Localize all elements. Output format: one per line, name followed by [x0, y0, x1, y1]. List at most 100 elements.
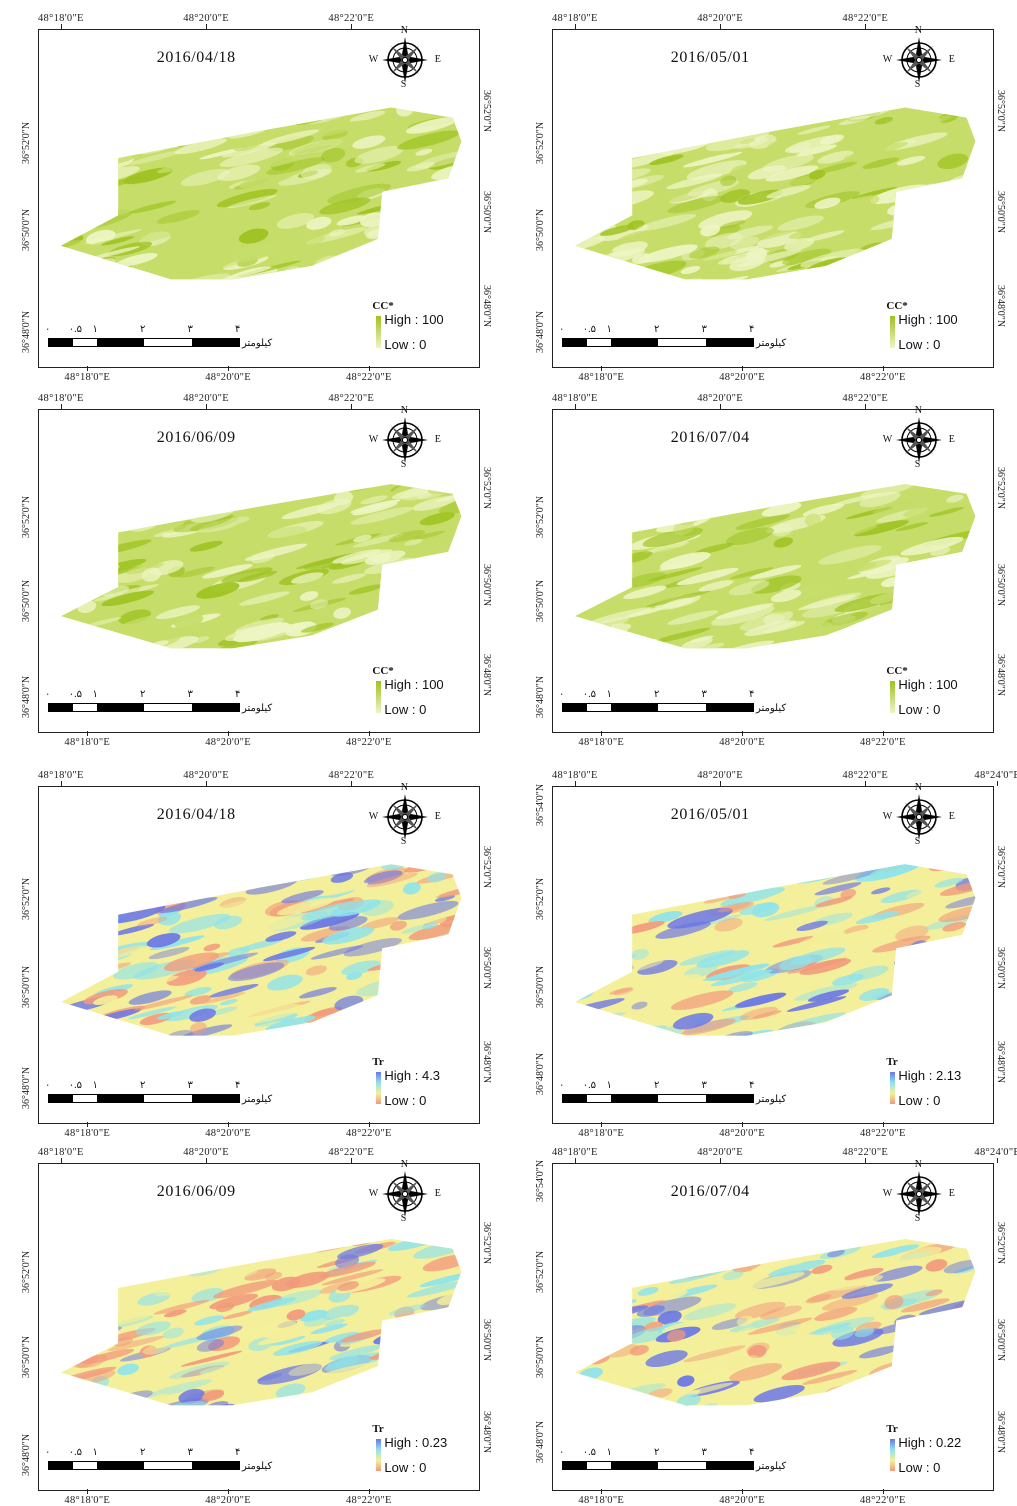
bottom-longitude-tick: 48°20'0"E	[719, 366, 765, 383]
bottom-longitude-tick: 48°22'0"E	[346, 731, 392, 748]
compass-east-label: E	[434, 1188, 441, 1199]
bottom-longitude-tick: 48°22'0"E	[346, 1122, 392, 1139]
legend-low-label: Low : 0	[898, 1093, 941, 1108]
scale-segment	[144, 1095, 192, 1102]
scale-label: ۱	[92, 1080, 98, 1091]
scale-label: ۰.۵	[582, 689, 596, 700]
scale-label: ۴	[749, 1080, 755, 1091]
scale-segment	[191, 339, 239, 346]
scale-bar-segments	[48, 1461, 240, 1470]
legend-color-ramp	[890, 316, 896, 348]
scale-label: ۱	[606, 689, 612, 700]
left-latitude-tick: 36°48'0"N	[21, 1066, 32, 1109]
top-longitude-tick: 48°18'0"E	[552, 1147, 598, 1163]
top-longitude-tick: 48°22'0"E	[328, 393, 375, 409]
scale-segment	[658, 1462, 706, 1469]
scale-segment	[144, 1462, 192, 1469]
top-longitude-tick: 48°20'0"E	[183, 13, 229, 29]
scale-bar: ۰ ۰.۵ ۱ ۲ ۳ ۴ کیلومتر	[45, 1447, 288, 1481]
scale-label: ۰	[45, 689, 51, 700]
bottom-longitude-tick: 48°20'0"E	[205, 366, 251, 383]
legend-color-ramp	[890, 681, 896, 713]
map-date-title: 2016/07/04	[670, 429, 750, 446]
scale-segment	[563, 339, 587, 346]
compass-west-label: W	[882, 811, 893, 822]
scale-segment	[658, 339, 706, 346]
left-latitude-tick: 36°52'0"N	[535, 878, 546, 921]
scale-label: ۳	[187, 689, 193, 700]
scale-label: ۳	[187, 1447, 193, 1458]
scale-label: ۰	[559, 1080, 565, 1091]
right-latitude-tick: 36°48'0"N	[481, 285, 492, 328]
right-latitude-tick: 36°48'0"N	[481, 1041, 492, 1084]
study-area-map	[575, 864, 976, 1036]
left-latitude-tick: 36°48'0"N	[535, 1420, 546, 1463]
left-latitude-tick: 36°50'0"N	[535, 209, 546, 252]
legend-title: Tr	[886, 1056, 898, 1068]
legend-title: CC*	[372, 300, 394, 312]
scale-segment	[610, 339, 658, 346]
scale-bar-labels: ۰ ۰.۵ ۱ ۲ ۳ ۴	[45, 1080, 240, 1092]
bottom-longitude-tick: 48°18'0"E	[64, 1122, 111, 1139]
map-legend: CC* High : 100 Low : 0	[886, 665, 996, 721]
top-longitude-tick: 48°20'0"E	[183, 770, 229, 786]
compass-west-label: W	[368, 434, 379, 445]
legend-high-label: High : 0.22	[898, 1435, 962, 1450]
scale-label: ۰	[45, 324, 51, 335]
top-longitude-tick: 48°20'0"E	[183, 393, 229, 409]
legend-title: CC*	[886, 665, 908, 677]
legend-high-label: High : 4.3	[384, 1068, 441, 1083]
legend-high-label: High : 100	[898, 677, 958, 692]
top-longitude-tick: 48°18'0"E	[552, 393, 598, 409]
scale-bar-segments	[48, 703, 240, 712]
scale-segment	[705, 339, 753, 346]
top-longitude-tick: 48°18'0"E	[38, 13, 84, 29]
legend-color-ramp	[890, 1439, 896, 1471]
scale-bar-labels: ۰ ۰.۵ ۱ ۲ ۳ ۴	[45, 689, 240, 701]
compass-west-label: W	[882, 434, 893, 445]
right-latitude-tick: 36°50'0"N	[995, 947, 1006, 990]
scale-label: ۴	[749, 324, 755, 335]
compass-south-label: S	[914, 459, 921, 470]
bottom-longitude-tick: 48°18'0"E	[64, 731, 111, 748]
scale-segment	[563, 1462, 587, 1469]
compass-north-label: N	[400, 782, 409, 793]
top-longitude-tick: 48°20'0"E	[183, 1147, 229, 1163]
scale-bar-labels: ۰ ۰.۵ ۱ ۲ ۳ ۴	[559, 324, 755, 336]
compass-south-label: S	[400, 836, 407, 847]
bottom-longitude-tick: 48°20'0"E	[205, 1489, 251, 1506]
legend-low-label: Low : 0	[898, 337, 941, 352]
left-latitude-tick: 36°52'0"N	[535, 121, 546, 164]
left-latitude-tick: 36°48'0"N	[21, 676, 32, 719]
left-latitude-tick: 36°48'0"N	[535, 310, 546, 353]
scale-label: ۰	[559, 1447, 565, 1458]
compass-west-label: W	[368, 811, 379, 822]
top-longitude-tick: 48°22'0"E	[328, 770, 375, 786]
study-area-map	[61, 107, 462, 280]
right-latitude-tick: 36°50'0"N	[995, 190, 1006, 233]
left-latitude-tick: 36°50'0"N	[21, 579, 32, 622]
scale-segment	[610, 1462, 658, 1469]
scale-label: ۴	[749, 1447, 755, 1458]
scale-segment	[72, 704, 97, 711]
left-latitude-tick: 36°50'0"N	[21, 965, 32, 1008]
compass-north-label: N	[400, 1159, 409, 1170]
scale-segment	[610, 704, 658, 711]
map-date-title: 2016/06/09	[156, 1183, 236, 1200]
legend-high-label: High : 100	[384, 677, 444, 692]
legend-color-ramp	[890, 1072, 896, 1104]
left-latitude-tick: 36°52'0"N	[21, 121, 32, 164]
compass-west-label: W	[882, 1188, 893, 1199]
compass-south-label: S	[914, 1213, 921, 1224]
compass-east-label: E	[434, 434, 441, 445]
compass-west-label: W	[368, 1188, 379, 1199]
scale-segment	[705, 704, 753, 711]
scale-label: ۰	[45, 1447, 51, 1458]
scale-label: ۳	[701, 1447, 707, 1458]
compass-north-label: N	[914, 25, 923, 36]
scale-unit-label: کیلومتر	[756, 1094, 787, 1105]
left-latitude-tick: 36°52'0"N	[21, 495, 32, 538]
scale-segment	[563, 704, 587, 711]
legend-high-label: High : 0.23	[384, 1435, 448, 1450]
bottom-longitude-tick: 48°20'0"E	[719, 1489, 765, 1506]
